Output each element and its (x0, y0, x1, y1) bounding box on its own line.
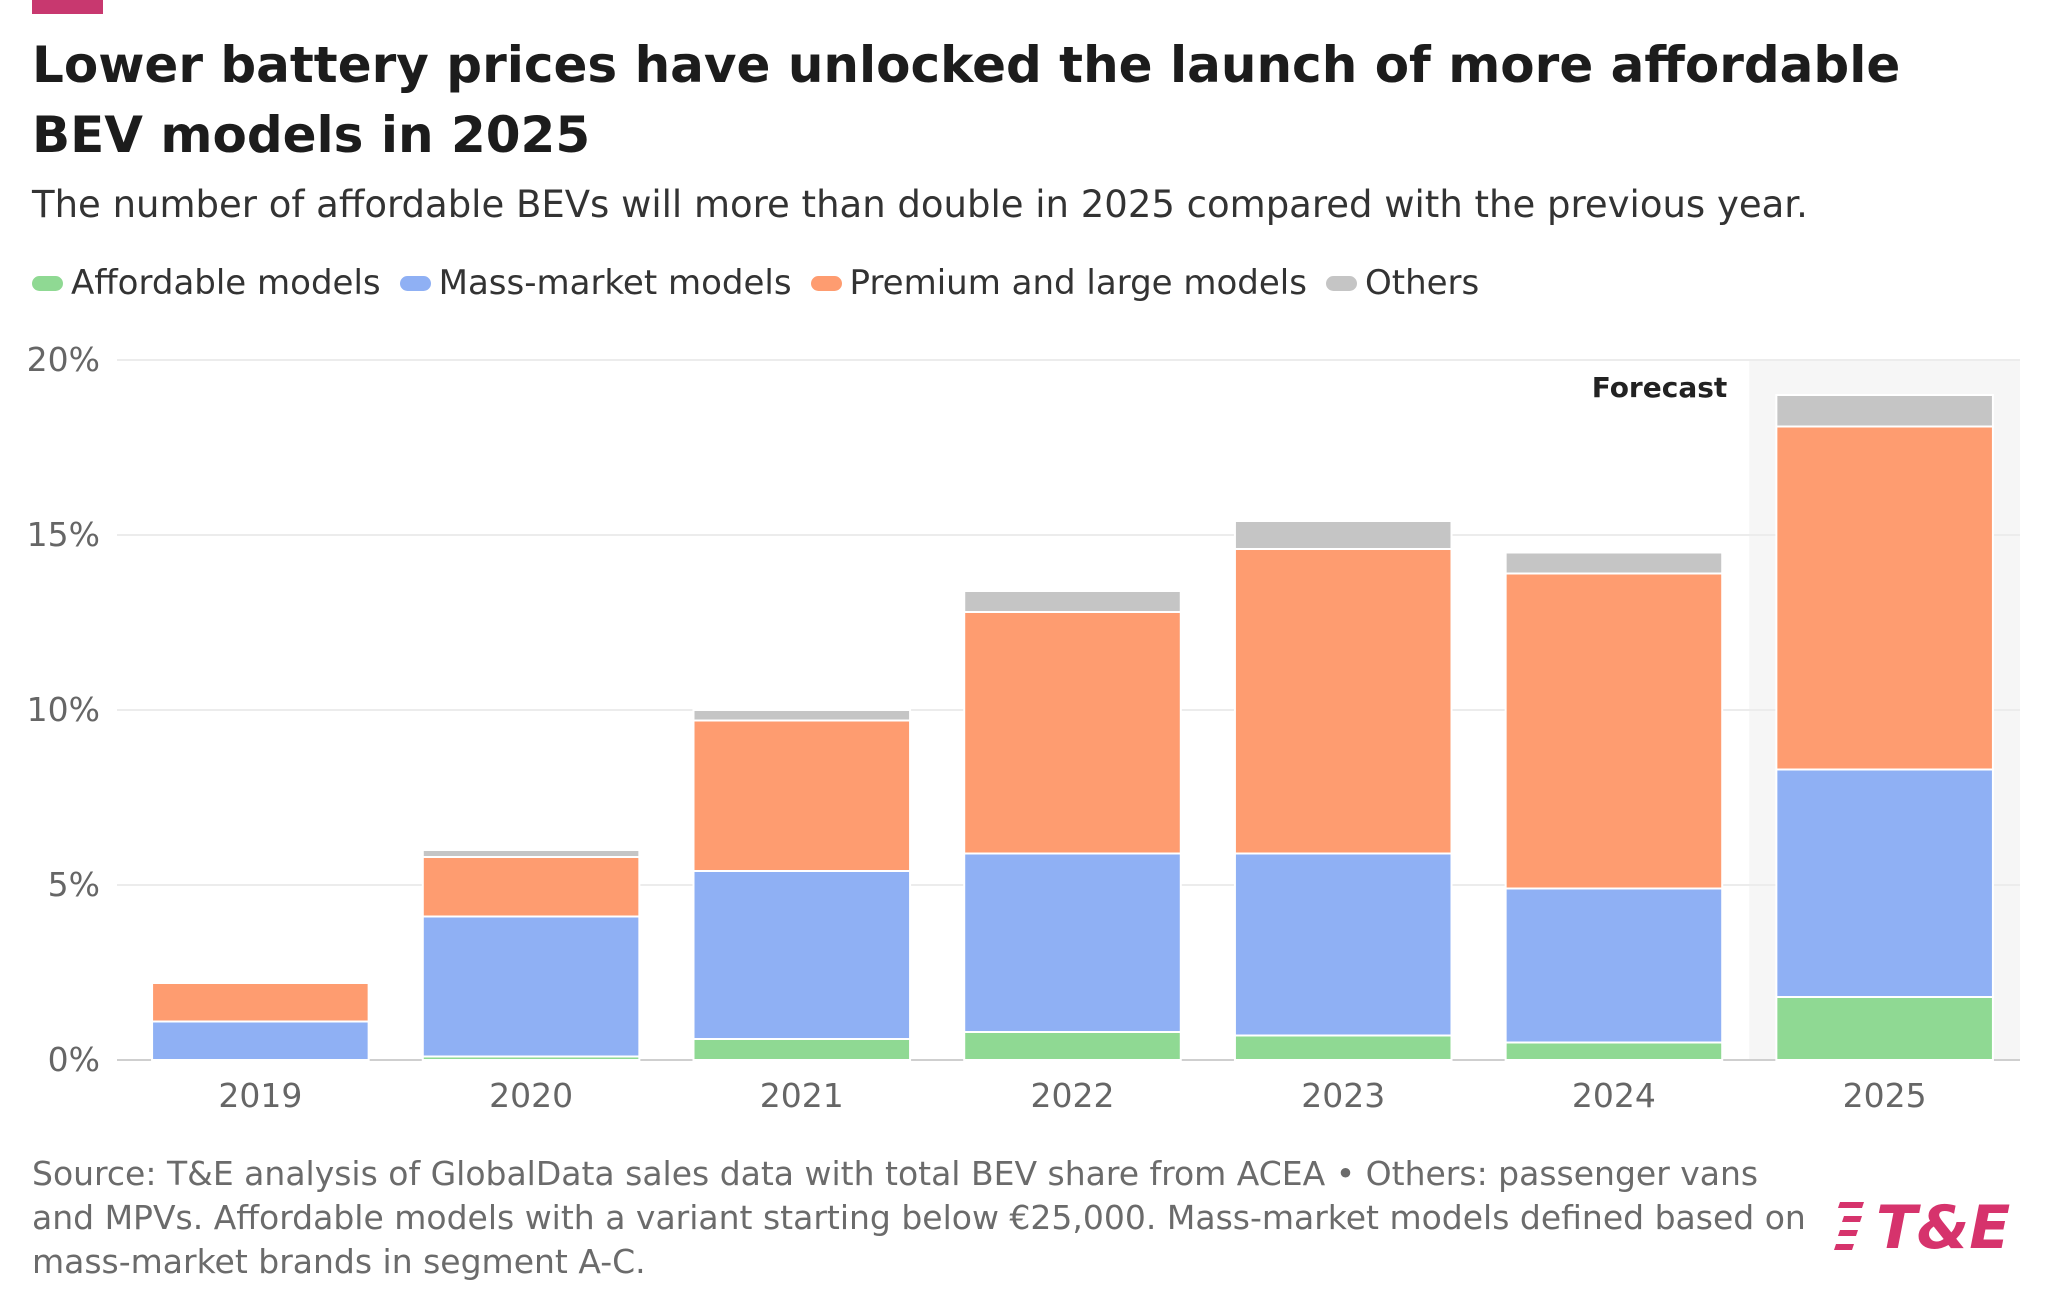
y-tick-label: 5% (48, 865, 100, 904)
bar-segment (151, 982, 370, 1023)
y-tick-label: 10% (27, 690, 100, 729)
bar-segment (963, 1031, 1182, 1061)
bar-segment (692, 870, 912, 1040)
bar-segment (963, 611, 1182, 855)
stacked-bar-chart: 0% 5% 10% 15% 20% 2019 2020 2021 2022 2023 2024 202… (27, 340, 2020, 1115)
bar-segment (692, 709, 912, 722)
bar-segment (963, 590, 1182, 613)
legend-swatch-others (1325, 275, 1357, 291)
y-tick-label: 15% (27, 515, 100, 554)
chart-title: Lower battery prices have unlocked the l… (32, 36, 1901, 164)
legend-label-affordable: Affordable models (71, 263, 381, 303)
bar-segment (1233, 548, 1453, 855)
x-tick-label: 2019 (218, 1076, 302, 1115)
bar-segment (963, 852, 1182, 1033)
bar-segment (421, 849, 641, 858)
legend-item-affordable[interactable]: Affordable models (32, 263, 381, 303)
legend-item-mass-market[interactable]: Mass-market models (399, 263, 792, 303)
legend-label-premium: Premium and large models (849, 263, 1307, 303)
bar-segment (1775, 996, 1994, 1061)
bar-segment (1233, 852, 1453, 1037)
bar-segment (1775, 425, 1994, 771)
x-tick-label: 2023 (1301, 1076, 1385, 1115)
source-note: Source: T&E analysis of GlobalData sales… (32, 1154, 1806, 1281)
bar-segment (1504, 1041, 1724, 1061)
accent-bar (32, 0, 103, 14)
legend-item-premium[interactable]: Premium and large models (810, 263, 1307, 303)
bar-segment (1504, 887, 1724, 1044)
bar-segment (1504, 572, 1724, 890)
x-tick-label: 2020 (489, 1076, 573, 1115)
te-logo-text: T&E (1876, 1193, 2010, 1258)
bar-segment (1233, 520, 1453, 550)
bar-segment (1775, 394, 1994, 428)
x-tick-label: 2024 (1572, 1076, 1656, 1115)
legend-label-mass-market: Mass-market models (438, 263, 792, 303)
legend-swatch-premium (810, 275, 842, 291)
bar-segment (151, 1020, 370, 1061)
bar-segment (1504, 551, 1724, 575)
legend-swatch-affordable (32, 275, 63, 291)
x-tick-label: 2022 (1031, 1076, 1115, 1115)
forecast-annotation: Forecast (1592, 371, 1728, 404)
y-tick-label: 20% (27, 340, 100, 379)
legend-label-others: Others (1364, 263, 1480, 303)
legend: Affordable models Mass-market models Pre… (32, 263, 1498, 303)
legend-swatch-mass-market (399, 275, 431, 291)
chart-subtitle: The number of affordable BEVs will more … (32, 183, 1808, 226)
bar-segment (1233, 1034, 1453, 1061)
bar-segment (692, 719, 912, 872)
te-logo-stripes-icon (1834, 1202, 1864, 1250)
legend-item-others[interactable]: Others (1325, 263, 1480, 303)
bar-segment (692, 1038, 912, 1061)
bar-segment (421, 856, 641, 918)
bar-segment (421, 915, 641, 1058)
x-tick-label: 2025 (1843, 1076, 1927, 1115)
y-tick-label: 0% (48, 1040, 100, 1079)
bar-segment (1775, 768, 1994, 998)
te-logo: T&E (1834, 1193, 2010, 1258)
x-tick-label: 2021 (760, 1076, 844, 1115)
